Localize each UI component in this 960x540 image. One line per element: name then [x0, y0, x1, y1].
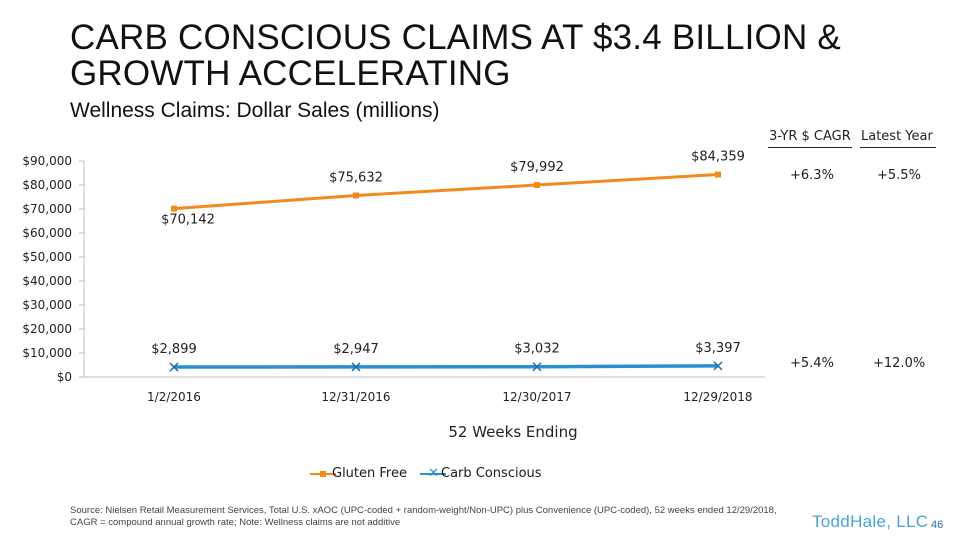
x-tick-label: 1/2/2016 [147, 390, 201, 404]
legend-gluten-free-marker [320, 471, 326, 477]
chart-subtitle: Wellness Claims: Dollar Sales (millions) [70, 99, 440, 122]
carb-conscious-data-label: $2,899 [151, 342, 197, 357]
x-tick-label: 12/30/2017 [502, 390, 571, 404]
gluten-free-point [353, 192, 359, 199]
carb-conscious-data-label: $3,032 [514, 342, 560, 357]
cagr-header-underline [768, 147, 852, 148]
carb-conscious-point [713, 361, 723, 371]
carb-conscious-cagr: +5.4% [790, 356, 834, 371]
point-stroke [532, 362, 542, 372]
x-axis-title: 52 Weeks Ending [448, 423, 577, 441]
carb-conscious-data-label: $2,947 [333, 342, 379, 357]
carb-conscious-line [173, 364, 719, 369]
gluten-free-data-label: $75,632 [329, 170, 383, 185]
latest-year-column-header: Latest Year [861, 129, 933, 144]
latest-header-underline [860, 147, 936, 148]
point-stroke [713, 361, 723, 371]
legend-carb-conscious-line [420, 473, 446, 475]
y-tick-label: $0 [57, 370, 72, 384]
carb-conscious-point [169, 362, 179, 372]
legend-carb-conscious-label: Carb Conscious [441, 466, 542, 481]
carb-conscious-point [532, 362, 542, 372]
gluten-free-point [171, 205, 177, 212]
page-number: 46 [931, 519, 944, 531]
gluten-free-cagr: +6.3% [790, 168, 834, 183]
line-chart: $0 $10,000 $20,000 $30,000 $40,000 $50,000 $60… [22, 150, 765, 441]
y-tick-label: $50,000 [22, 250, 72, 264]
cagr-column-header: 3-YR $ CAGR [769, 129, 851, 144]
gluten-free-point [534, 182, 540, 189]
gluten-free-point [715, 171, 721, 178]
series: $70,142 $75,632 $79,992 $84,359 $2,899 $2,947… [151, 150, 745, 372]
legend-gluten-free-label: Gluten Free [332, 466, 407, 481]
x-tick-label: 12/31/2016 [321, 390, 390, 404]
y-tick-label: $60,000 [22, 226, 72, 240]
company-logo: ToddHale, LLC [812, 512, 929, 531]
y-tick-label: $90,000 [22, 154, 72, 168]
point-stroke [351, 362, 361, 372]
gluten-free-data-label: $70,142 [161, 213, 215, 228]
y-tick-label: $80,000 [22, 178, 72, 192]
carb-conscious-latest-year: +12.0% [873, 356, 926, 371]
left-accent-bar [0, 0, 52, 130]
source-note: Source: Nielsen Retail Measurement Servi… [70, 505, 777, 528]
y-tick-label: $20,000 [22, 322, 72, 336]
gluten-free-latest-year: +5.5% [877, 168, 921, 183]
x-tick-label: 12/29/2018 [683, 390, 752, 404]
x-axis: 1/2/2016 12/31/2016 12/30/2017 12/29/2018 [84, 376, 765, 404]
gluten-free-line [173, 173, 719, 211]
page-title: CARB CONSCIOUS CLAIMS AT $3.4 BILLION & … [70, 18, 841, 93]
gluten-free-data-label: $84,359 [691, 150, 745, 165]
y-axis: $0 $10,000 $20,000 $30,000 $40,000 $50,000 $60… [22, 154, 85, 384]
y-tick-label: $40,000 [22, 274, 72, 288]
y-tick-label: $30,000 [22, 298, 72, 312]
y-tick-label: $10,000 [22, 346, 72, 360]
gluten-free-data-label: $79,992 [510, 160, 564, 175]
legend-carb-conscious-marker: ✕ [428, 466, 439, 481]
carb-conscious-data-label: $3,397 [695, 341, 741, 356]
carb-conscious-point [351, 362, 361, 372]
y-tick-label: $70,000 [22, 202, 72, 216]
point-stroke [169, 362, 179, 372]
